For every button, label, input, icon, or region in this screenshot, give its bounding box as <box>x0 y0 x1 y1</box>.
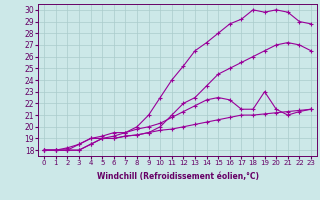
X-axis label: Windchill (Refroidissement éolien,°C): Windchill (Refroidissement éolien,°C) <box>97 172 259 181</box>
